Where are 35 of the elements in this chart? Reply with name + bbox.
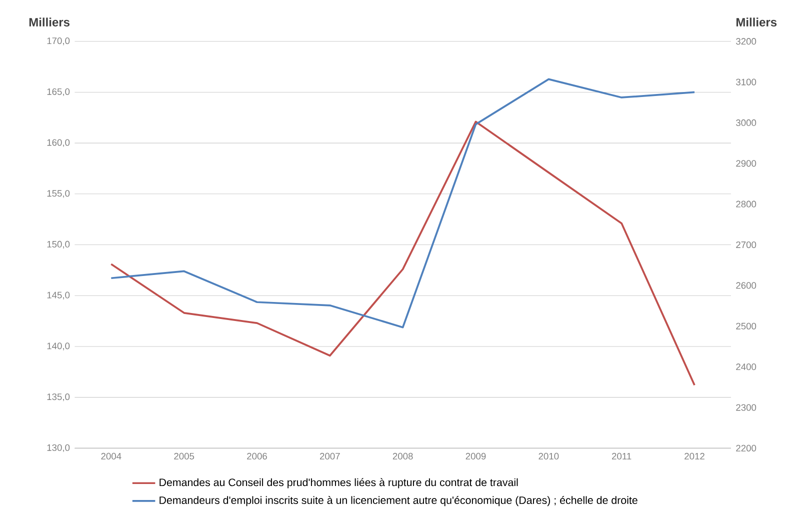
y-tick-label: 135,0 — [47, 394, 70, 402]
x-tick-label: 2012 — [684, 453, 704, 460]
x-tick-label: 2008 — [392, 453, 413, 460]
x-tick-label: 2005 — [174, 453, 194, 460]
legend-label: Demandeurs d'emploi inscrits suite à un licenciement autre qu'économique (Dares) ; échelle de droite — [160, 496, 638, 506]
y-axis-title: Milliers — [29, 18, 70, 27]
y-tick-label: 160,0 — [47, 139, 70, 148]
x-tick-label: 2007 — [320, 453, 340, 460]
y-tick-label: 145,0 — [47, 292, 70, 300]
y2-tick-label: 2700 — [736, 242, 756, 248]
x-tick-label: 2009 — [466, 453, 486, 460]
y2-tick-label: 2200 — [736, 445, 756, 452]
line-series — [110, 78, 696, 329]
y-tick-label: 130,0 — [47, 444, 70, 452]
y2-tick-label: 2900 — [736, 160, 756, 167]
y2-tick-label: 3100 — [736, 78, 756, 86]
y2-tick-label: 3200 — [736, 38, 756, 45]
y2-axis-title: Milliers — [736, 18, 777, 27]
y-tick-label: 170,0 — [47, 38, 70, 46]
x-tick-label: 2004 — [101, 453, 122, 460]
y-tick-label: 155,0 — [47, 190, 70, 198]
legend-label: Demandes au Conseil des prud'hommes liées à rupture du contrat de travail — [160, 478, 518, 488]
y-tick-label: 150,0 — [47, 241, 70, 249]
y-tick-label: 165,0 — [47, 88, 70, 96]
y-tick-label: 140,0 — [47, 342, 70, 351]
y2-tick-label: 2400 — [736, 364, 756, 370]
x-tick-label: 2010 — [538, 453, 559, 460]
y2-tick-label: 2600 — [736, 282, 756, 289]
y2-tick-label: 3000 — [736, 120, 756, 126]
y2-tick-label: 2500 — [736, 323, 756, 330]
y2-tick-label: 2800 — [736, 201, 756, 208]
x-tick-label: 2006 — [247, 453, 267, 460]
y2-tick-label: 2300 — [736, 404, 756, 412]
line-series — [110, 120, 696, 386]
x-tick-label: 2011 — [612, 453, 632, 460]
